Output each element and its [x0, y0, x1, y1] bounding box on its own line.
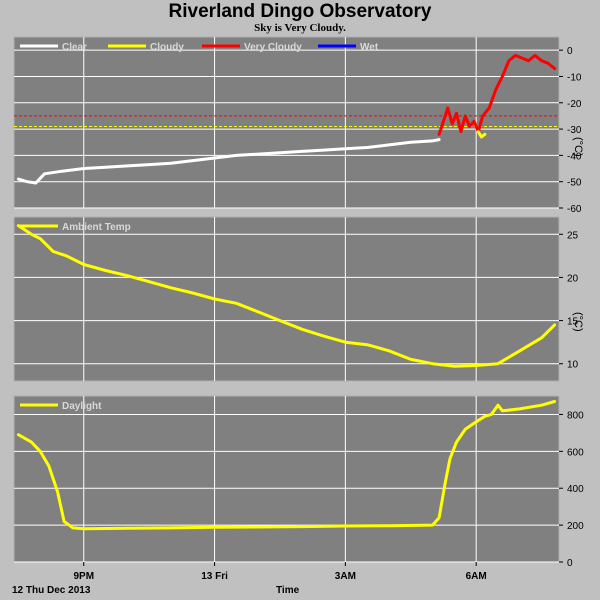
- sky-thresholds: [14, 115, 559, 127]
- ambient-plot-area: [14, 217, 559, 381]
- daylight-legend: Daylight: [20, 401, 102, 412]
- sky-y-tick-label: -60: [567, 204, 582, 215]
- legend-label-daylight: Daylight: [62, 401, 102, 412]
- ambient-series-lines: [16, 224, 557, 368]
- sky-y-unit: (°C): [572, 137, 584, 157]
- sky-y-tick-label: -10: [567, 72, 582, 83]
- x-axis-title: Time: [276, 585, 300, 596]
- daylight-series-lines: [16, 400, 557, 531]
- date-label: 12 Thu Dec 2013: [12, 585, 91, 596]
- sky-grid: [14, 37, 559, 209]
- ambient-plot-frame: [13, 216, 560, 382]
- ambient-y-ticks: 10 15 20 25: [559, 230, 579, 371]
- x-axis-ticks: 9PM 13 Fri 3AM 6AM: [73, 562, 487, 582]
- sky-y-ticks: 0 -10 -20 -30 -40 -50 -60: [559, 46, 582, 215]
- daylight-y-tick-label: 400: [567, 484, 584, 495]
- sky-y-tick-label: -50: [567, 178, 582, 189]
- ambient-y-unit: (°C): [572, 312, 584, 332]
- daylight-y-tick-label: 800: [567, 410, 584, 421]
- x-tick-label: 6AM: [466, 571, 487, 582]
- legend-label-clear: Clear: [62, 42, 87, 53]
- daylight-plot-area: [14, 396, 559, 562]
- sky-y-tick-label: -40: [567, 151, 582, 162]
- legend-label-ambient-temp: Ambient Temp: [62, 222, 131, 233]
- series-line-ambient-temp: [16, 224, 557, 368]
- sky-legend: Clear Cloudy Very Cloudy Wet: [20, 42, 379, 53]
- ambient-grid: [14, 217, 559, 381]
- sky-series-lines: [16, 53, 557, 185]
- legend-label-cloudy: Cloudy: [150, 42, 184, 53]
- series-line-clear: [16, 138, 441, 185]
- daylight-y-ticks: 0 200 400 600 800: [559, 410, 584, 569]
- ambient-legend: Ambient Temp: [20, 222, 131, 233]
- ambient-y-tick-label: 15: [567, 317, 579, 328]
- sky-y-tick-label: -20: [567, 99, 582, 110]
- x-tick-label: 3AM: [335, 571, 356, 582]
- legend-label-wet: Wet: [360, 42, 379, 53]
- sky-temperature-panel: Clear Cloudy Very Cloudy Wet 0 -10 -20 -30 -40 -…: [13, 36, 584, 215]
- ambient-y-tick-label: 10: [567, 360, 579, 371]
- sky-y-tick-label: 0: [567, 46, 573, 57]
- x-tick-label: 9PM: [73, 571, 94, 582]
- x-tick-label: 13 Fri: [201, 571, 228, 582]
- series-line-daylight: [16, 400, 557, 531]
- sky-plot-area: [14, 37, 559, 208]
- daylight-y-tick-label: 0: [567, 558, 573, 569]
- ambient-y-tick-label: 25: [567, 230, 579, 241]
- daylight-y-tick-label: 200: [567, 521, 584, 532]
- legend-label-very-cloudy: Very Cloudy: [244, 42, 302, 53]
- daylight-y-tick-label: 600: [567, 447, 584, 458]
- series-line-very-cloudy: [437, 53, 557, 136]
- ambient-y-tick-label: 20: [567, 273, 579, 284]
- sky-status-subtitle: Sky is Very Cloudy.: [254, 22, 346, 34]
- daylight-panel: Daylight 0 200 400 600 800: [13, 395, 584, 569]
- daylight-grid: [14, 396, 559, 563]
- ambient-temp-panel: Ambient Temp 10 15 20 25 (°C): [13, 216, 584, 382]
- sky-y-tick-label: -30: [567, 125, 582, 136]
- page-title: Riverland Dingo Observatory: [168, 1, 432, 22]
- series-line-cloudy: [476, 130, 487, 139]
